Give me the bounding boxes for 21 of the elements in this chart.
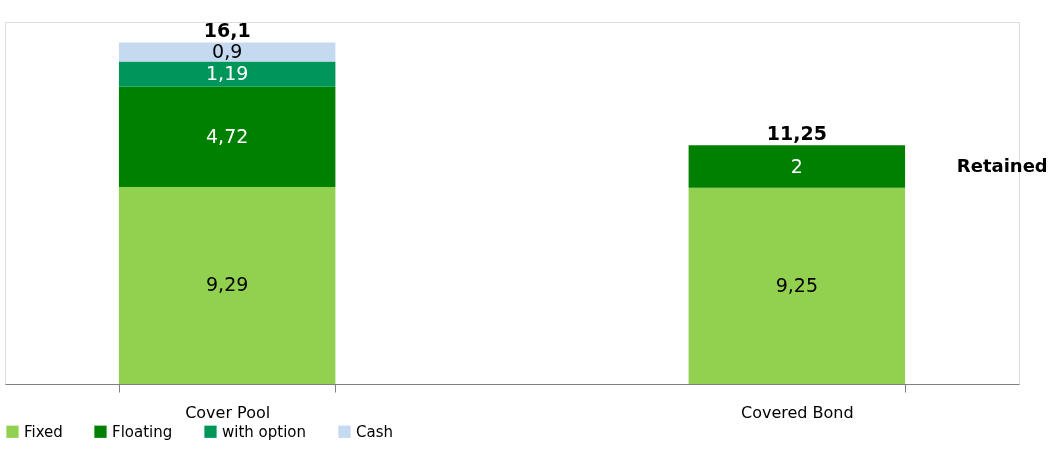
legend-label: with option	[222, 422, 307, 441]
x-tick-label: Covered Bond	[741, 402, 854, 422]
legend-label: Fixed	[24, 422, 63, 441]
total-label: 11,25	[766, 122, 827, 145]
bar	[688, 145, 906, 188]
bar	[118, 61, 336, 87]
data-label: 9,25	[775, 273, 818, 296]
data-label: 9,29	[206, 273, 249, 296]
data-label: 0,9	[212, 40, 243, 63]
data-label: 4,72	[206, 124, 249, 147]
legend-label: Cash	[356, 422, 393, 441]
legend-label: Floating	[112, 422, 173, 441]
bar	[118, 186, 336, 384]
total-label: 16,1	[203, 19, 251, 42]
data-label: 2	[790, 154, 803, 177]
bar	[118, 86, 336, 187]
data-label: 1,19	[206, 62, 249, 85]
bar	[688, 187, 906, 384]
x-tick-label: Cover Pool	[185, 402, 271, 422]
annotation: Retained	[956, 154, 1048, 176]
bar	[118, 42, 336, 62]
